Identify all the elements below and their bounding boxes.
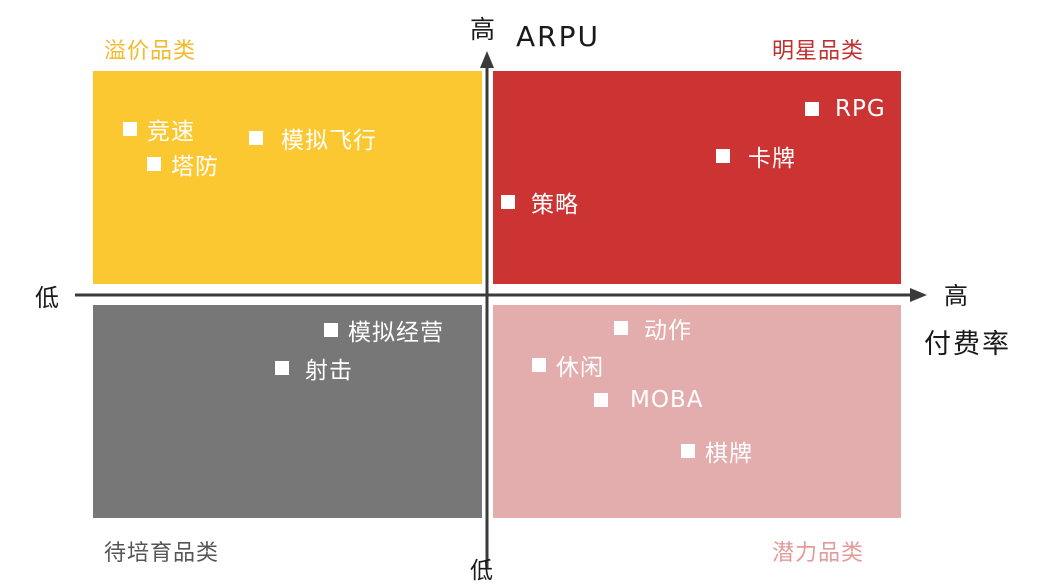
point-marker — [275, 361, 289, 375]
point-moba: MOBA — [594, 387, 703, 413]
quadrant-premium — [93, 71, 482, 284]
point-marker — [501, 195, 515, 209]
point-flight-sim: 模拟飞行 — [249, 121, 377, 155]
point-label: 休闲 — [556, 355, 604, 381]
point-marker — [681, 444, 695, 458]
point-label: 塔防 — [171, 154, 219, 180]
point-casual: 休闲 — [532, 348, 604, 382]
point-marker — [716, 149, 730, 163]
point-business-sim: 模拟经营 — [324, 313, 444, 347]
point-label: RPG — [835, 96, 886, 122]
quadrant-potential-label: 潜力品类 — [772, 541, 865, 566]
point-label: 卡牌 — [748, 146, 796, 172]
point-action: 动作 — [614, 311, 692, 345]
point-marker — [614, 321, 628, 335]
point-label: 模拟经营 — [348, 320, 444, 346]
point-label: MOBA — [630, 387, 704, 413]
point-marker — [249, 131, 263, 145]
point-marker — [532, 358, 546, 372]
x-axis-low-label: 低 — [35, 284, 59, 312]
point-label: 模拟飞行 — [281, 128, 377, 154]
point-marker — [324, 323, 338, 337]
point-shooter: 射击 — [275, 351, 353, 385]
y-axis-low-label: 低 — [470, 558, 493, 584]
point-racing: 竞速 — [123, 112, 195, 146]
quadrant-nurture-label: 待培育品类 — [104, 541, 220, 566]
point-label: 竞速 — [147, 119, 195, 145]
quadrant-potential — [493, 305, 901, 518]
quadrant-star-label: 明星品类 — [772, 39, 865, 64]
point-rpg: RPG — [805, 96, 886, 122]
x-axis-arrow-icon — [910, 288, 927, 302]
y-axis-arrow-icon — [480, 51, 494, 68]
point-card: 卡牌 — [716, 139, 796, 173]
point-marker — [147, 157, 161, 171]
point-marker — [594, 393, 608, 407]
point-label: 策略 — [531, 192, 579, 218]
point-strategy: 策略 — [501, 185, 579, 219]
point-marker — [123, 122, 137, 136]
point-tower-defense: 塔防 — [147, 147, 219, 181]
point-label: 棋牌 — [705, 441, 753, 467]
point-marker — [805, 102, 819, 116]
y-axis-high-label: 高 — [470, 15, 496, 44]
x-axis-high-label: 高 — [944, 282, 968, 310]
x-axis-title: 付费率 — [924, 329, 1011, 360]
point-label: 动作 — [644, 318, 692, 344]
quadrant-star — [493, 71, 901, 284]
point-label: 射击 — [305, 358, 353, 384]
point-chess-card: 棋牌 — [681, 434, 753, 468]
quadrant-nurture — [93, 305, 482, 518]
quadrant-premium-label: 溢价品类 — [104, 39, 197, 64]
y-axis-title: ARPU — [516, 20, 600, 53]
